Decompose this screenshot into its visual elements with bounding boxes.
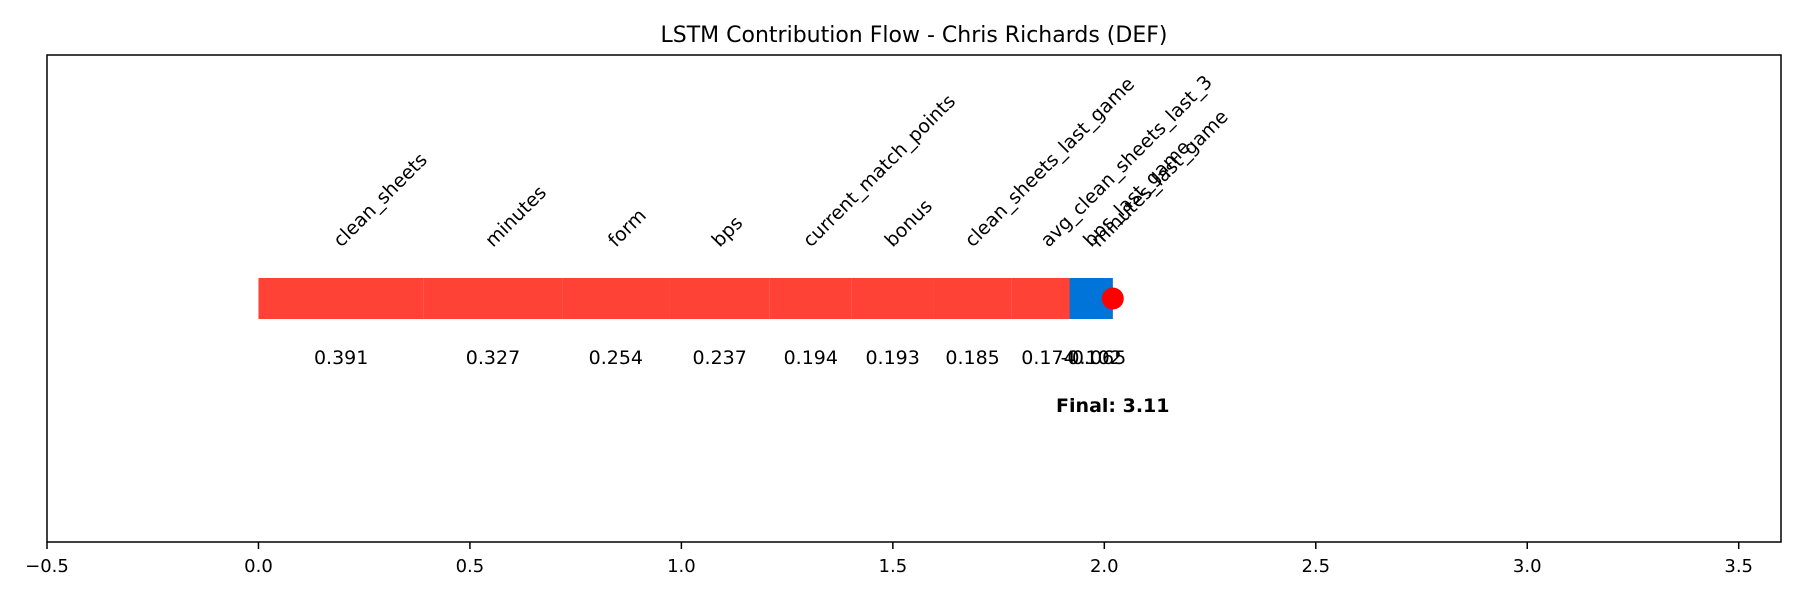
feature-label: current_match_points [799,90,960,251]
feature-label: clean_sheets [329,149,432,252]
bar-bps [669,278,770,319]
bar-minutes [423,278,563,319]
bar-bonus [851,278,934,319]
flow-marker [1101,287,1124,310]
chart-title: LSTM Contribution Flow - Chris Richards … [661,23,1168,48]
x-tick-label: 3.5 [1724,556,1753,577]
value-label: 0.174 [1021,347,1075,369]
x-tick-label: 2.5 [1301,556,1330,577]
x-tick-label: 2.0 [1090,556,1119,577]
value-label: -0.102 [1061,347,1122,369]
x-tick-label: 3.0 [1513,556,1542,577]
value-label: 0.327 [466,347,520,369]
plot-frame [46,54,1782,543]
value-label: 0.193 [865,347,919,369]
final-value-label: Final: 3.11 [1056,395,1169,417]
feature-label: form [604,205,651,252]
x-tick-label: −0.5 [25,556,69,577]
x-tick-label: 0.0 [244,556,273,577]
value-label: 0.194 [784,347,838,369]
labels-layer: clean_sheets 0.391 minutes 0.327 form 0.254 bp… [314,71,1233,369]
bar-form [562,278,670,319]
x-tick-label: 1.5 [879,556,908,577]
x-axis: −0.5 0.0 0.5 1.0 1.5 2.0 2.5 3.0 3.5 [25,542,1753,577]
value-label: 0.391 [314,347,368,369]
bars-layer [258,278,1124,319]
feature-label: bps [708,212,748,252]
value-label: 0.065 [1072,347,1126,369]
bar-clean_sheets_last_game [933,278,1012,319]
x-tick-label: 0.5 [456,556,485,577]
value-label: 0.237 [692,347,746,369]
feature-label: bonus [881,195,937,251]
bar-clean_sheets [258,278,424,319]
feature-label: minutes [481,182,551,252]
x-tick-label: 1.0 [667,556,696,577]
value-label: 0.254 [589,347,643,369]
value-label: 0.185 [945,347,999,369]
bar-current_match_points [769,278,852,319]
